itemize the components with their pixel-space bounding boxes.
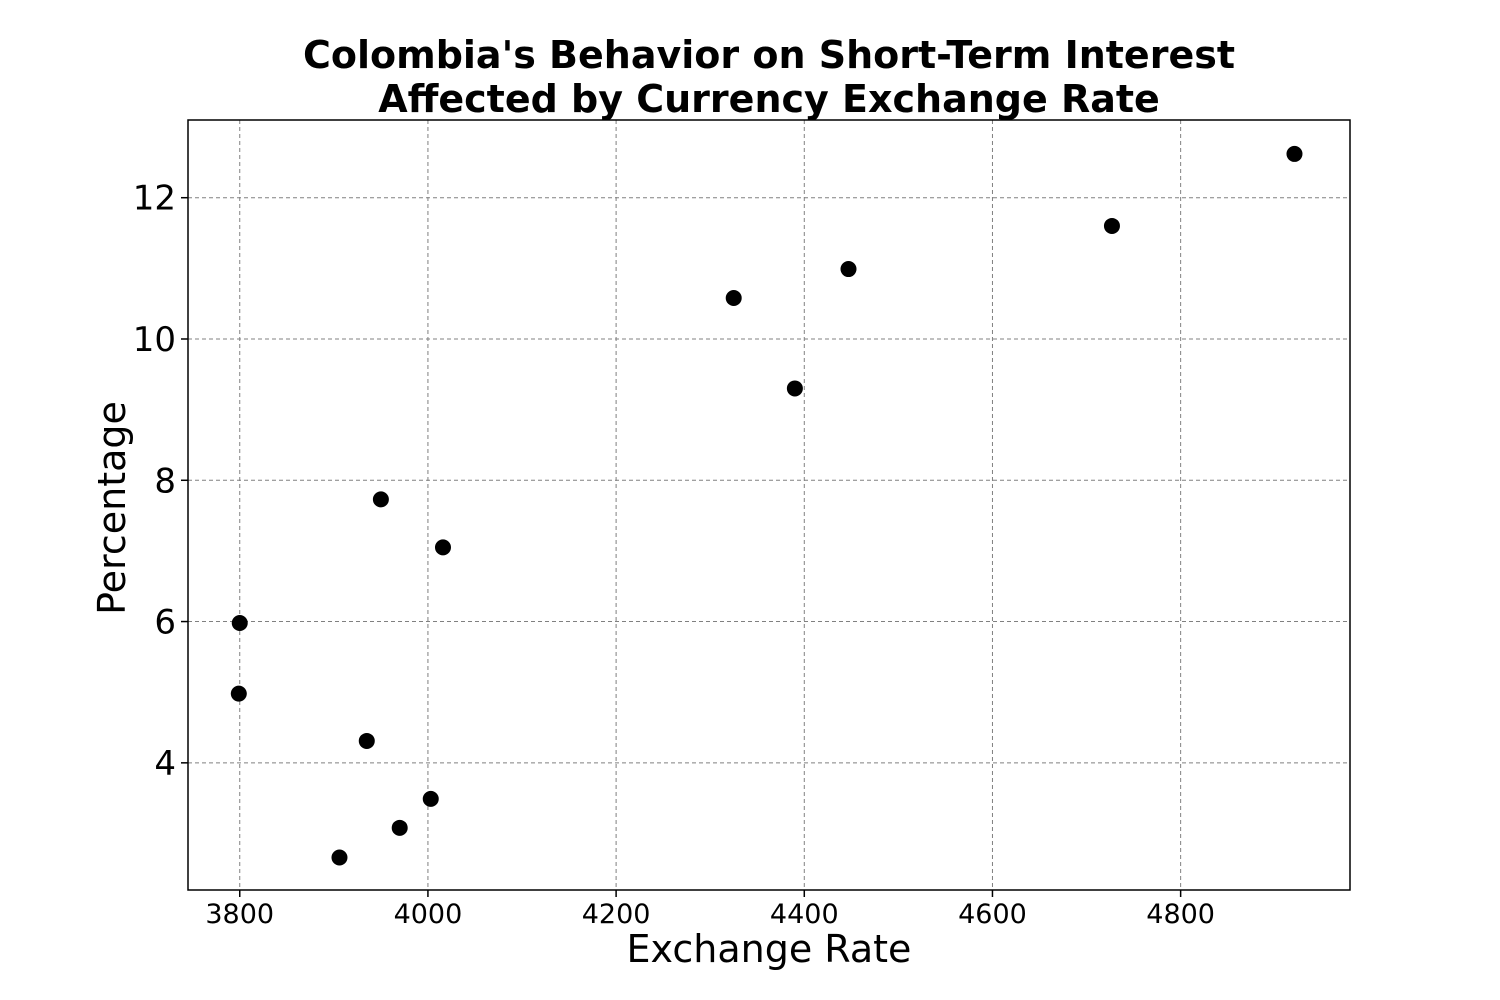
points-layer: [230, 145, 1303, 866]
data-point: [434, 539, 451, 556]
y-tick-label: 4: [154, 744, 176, 784]
x-tick-label: 4400: [770, 899, 839, 930]
grid-layer: [188, 120, 1350, 890]
data-point: [331, 849, 348, 866]
y-tick-label: 6: [154, 603, 176, 643]
chart-title-line: Colombia's Behavior on Short-Term Intere…: [303, 33, 1235, 77]
x-tick-label: 4600: [958, 899, 1027, 930]
data-point: [231, 614, 248, 631]
data-point: [230, 685, 247, 702]
data-point: [725, 290, 742, 307]
x-tick-label: 4800: [1146, 899, 1215, 930]
chart-title: Colombia's Behavior on Short-Term Intere…: [303, 33, 1235, 121]
y-tick-label: 12: [133, 179, 176, 219]
x-axis-label: Exchange Rate: [627, 927, 912, 971]
x-tick-label: 4200: [582, 899, 651, 930]
ticks-layer: 3800 4000 4200 4400 4600 4800 4 6 8 10 12: [133, 179, 1215, 930]
data-point: [840, 261, 857, 278]
data-point: [1286, 145, 1303, 162]
data-point: [786, 380, 803, 397]
data-point: [391, 819, 408, 836]
plot-frame: [187, 119, 1351, 891]
data-point: [372, 491, 389, 508]
x-tick-label: 3800: [205, 899, 274, 930]
data-point: [358, 732, 375, 749]
y-tick-label: 8: [154, 461, 176, 501]
y-axis-label: Percentage: [90, 401, 134, 615]
x-tick-label: 4000: [394, 899, 463, 930]
data-point: [422, 790, 439, 807]
data-point: [1103, 217, 1120, 234]
y-tick-label: 10: [133, 320, 176, 360]
chart-title-line: Affected by Currency Exchange Rate: [378, 77, 1160, 121]
